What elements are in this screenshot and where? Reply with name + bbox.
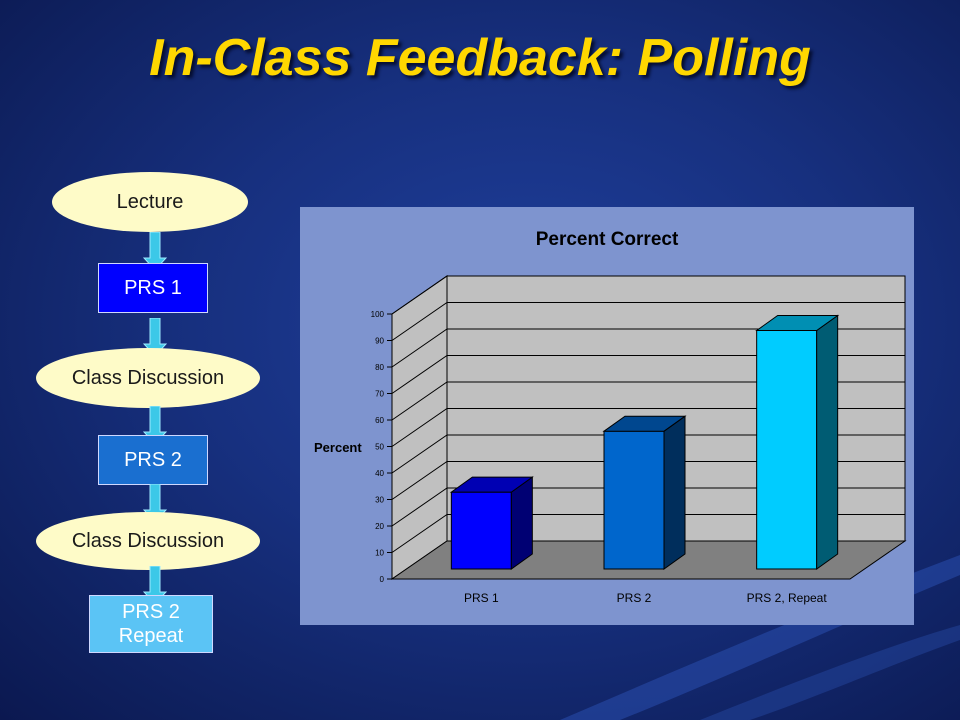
chart-title: Percent Correct bbox=[536, 229, 679, 250]
chart-y-tick-label: 40 bbox=[375, 469, 384, 478]
flow-node-class-discussion-1: Class Discussion bbox=[36, 348, 260, 408]
chart-y-tick-label: 20 bbox=[375, 522, 384, 531]
flow-node-prs2: PRS 2 bbox=[98, 435, 208, 485]
flow-node-prs2-repeat: PRS 2 Repeat bbox=[89, 595, 213, 653]
chart-bar-1-front bbox=[450, 491, 512, 570]
chart-gridline bbox=[391, 408, 905, 447]
chart-y-tick-label: 0 bbox=[380, 575, 385, 584]
chart-y-tick-label: 100 bbox=[371, 310, 385, 319]
chart-bar-3-top bbox=[755, 315, 840, 331]
chart-x-tick-label: PRS 1 bbox=[464, 591, 499, 605]
chart-bar-2-side bbox=[663, 415, 686, 570]
chart-bar-2-front bbox=[603, 430, 665, 570]
flow-node-prs1: PRS 1 bbox=[98, 263, 208, 313]
chart-gridline bbox=[391, 302, 905, 341]
chart-y-tick-label: 90 bbox=[375, 337, 384, 346]
chart-gridline bbox=[391, 275, 905, 315]
chart-bar-1-top bbox=[449, 476, 534, 493]
slide-title: In-Class Feedback: Polling bbox=[149, 29, 811, 87]
percent-correct-chart: Percent Correct Percent 0 10 20 30 40 50 60 70 8… bbox=[300, 207, 914, 625]
chart-gridline bbox=[391, 381, 905, 421]
flow-node-class-discussion-2: Class Discussion bbox=[36, 512, 260, 570]
chart-bar-3-front bbox=[756, 330, 818, 570]
chart-gridline bbox=[391, 487, 905, 527]
chart-gridline bbox=[391, 514, 905, 553]
chart-bar-2-top bbox=[602, 415, 687, 432]
chart-gridline bbox=[391, 434, 905, 474]
flow-node-lecture: Lecture bbox=[52, 172, 248, 232]
chart-x-tick-label: PRS 2 bbox=[617, 591, 652, 605]
chart-y-tick-label: 30 bbox=[375, 496, 384, 505]
chart-y-tick-label: 10 bbox=[375, 549, 384, 558]
chart-y-tick-label: 50 bbox=[375, 443, 384, 452]
chart-gridline bbox=[391, 328, 905, 368]
chart-x-tick-label: PRS 2, Repeat bbox=[747, 591, 828, 605]
chart-bar-3-side bbox=[816, 314, 839, 570]
chart-y-tick-label: 60 bbox=[375, 416, 384, 425]
chart-bar-1-side bbox=[510, 476, 533, 570]
chart-y-axis-label: Percent bbox=[314, 440, 362, 455]
chart-y-tick-label: 70 bbox=[375, 390, 384, 399]
chart-gridline bbox=[391, 355, 905, 394]
chart-y-tick-label: 80 bbox=[375, 363, 384, 372]
chart-gridline bbox=[391, 461, 905, 500]
